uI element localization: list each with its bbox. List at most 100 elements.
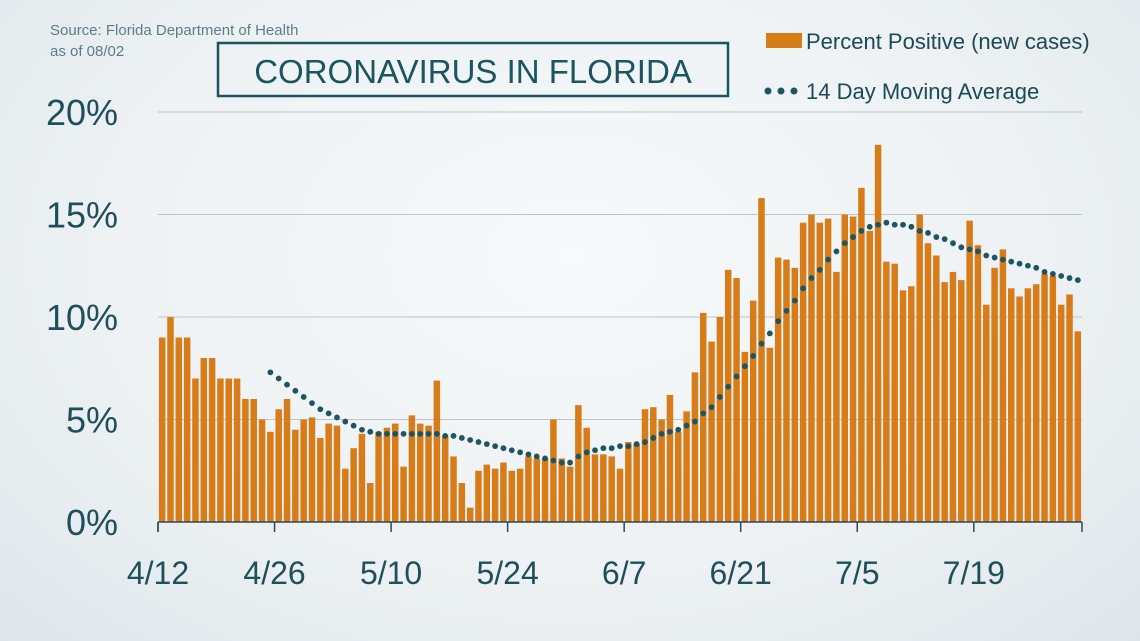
bars <box>158 144 1082 523</box>
x-tick-label-5: 6/21 <box>710 555 772 591</box>
bar-40 <box>491 468 499 522</box>
avg-point-65 <box>808 275 815 281</box>
legend-label-moving-average: 14 Day Moving Average <box>806 79 1039 104</box>
x-tick-label-6: 7/5 <box>835 555 879 591</box>
avg-point-27 <box>492 443 499 450</box>
bar-11 <box>250 399 257 522</box>
bar-80 <box>824 218 832 522</box>
avg-point-86 <box>983 252 990 259</box>
avg-point-84 <box>966 246 973 253</box>
bar-55 <box>616 468 624 522</box>
bar-38 <box>475 470 482 522</box>
avg-point-78 <box>916 228 923 234</box>
chart-title: CORONAVIRUS IN FLORIDA <box>254 53 692 90</box>
avg-point-7 <box>325 410 332 417</box>
avg-point-53 <box>708 404 715 411</box>
bar-29 <box>400 466 407 522</box>
avg-point-75 <box>891 221 898 228</box>
bar-100 <box>991 267 998 522</box>
bar-45 <box>533 458 541 522</box>
avg-point-54 <box>716 394 723 400</box>
avg-point-74 <box>883 219 890 226</box>
bar-32 <box>425 425 432 522</box>
bar-3 <box>183 337 191 522</box>
avg-point-8 <box>334 414 340 421</box>
bar-39 <box>483 464 491 522</box>
bar-85 <box>866 230 873 522</box>
bar-30 <box>408 415 416 522</box>
bar-51 <box>583 427 590 522</box>
avg-point-28 <box>500 445 507 452</box>
avg-point-4 <box>300 394 307 400</box>
avg-point-45 <box>642 439 648 445</box>
avg-point-97 <box>1074 277 1081 283</box>
bar-34 <box>441 435 449 522</box>
bar-65 <box>699 312 707 522</box>
avg-point-12 <box>367 428 374 435</box>
bar-25 <box>367 483 374 522</box>
avg-point-3 <box>292 387 299 394</box>
avg-point-37 <box>575 453 582 460</box>
avg-point-90 <box>1016 260 1023 267</box>
source-line-1: Source: Florida Department of Health <box>50 22 298 39</box>
avg-point-93 <box>1041 269 1048 275</box>
bar-49 <box>566 466 574 522</box>
x-axis-ticks: 4/12 4/26 5/10 5/24 6/7 6/21 7/5 7/19 <box>127 522 1005 591</box>
avg-point-46 <box>650 435 657 441</box>
bar-64 <box>691 372 699 522</box>
bar-10 <box>242 399 249 522</box>
bar-37 <box>466 507 474 522</box>
bar-102 <box>1007 288 1015 522</box>
bar-63 <box>683 411 690 522</box>
avg-point-79 <box>925 230 931 236</box>
bar-71 <box>749 300 757 522</box>
source-date: as of 08/02 <box>50 43 124 60</box>
bar-18 <box>308 417 316 522</box>
bar-22 <box>342 468 349 522</box>
bar-91 <box>916 214 923 522</box>
bar-20 <box>325 423 332 522</box>
x-tick-label-2: 5/10 <box>360 555 422 591</box>
bar-8 <box>225 378 233 522</box>
avg-point-61 <box>775 318 782 324</box>
bar-76 <box>791 267 799 522</box>
legend-dot-swatch-1 <box>764 87 772 95</box>
avg-point-77 <box>908 223 915 230</box>
avg-point-17 <box>408 430 415 437</box>
bar-58 <box>641 409 649 522</box>
avg-point-82 <box>950 240 956 247</box>
avg-point-92 <box>1033 264 1040 271</box>
bar-27 <box>383 427 391 522</box>
avg-point-58 <box>750 353 757 359</box>
bar-19 <box>317 437 324 522</box>
bar-50 <box>575 405 582 522</box>
avg-point-50 <box>683 422 690 429</box>
bar-9 <box>233 378 241 522</box>
avg-point-80 <box>933 234 940 240</box>
avg-point-72 <box>866 223 873 230</box>
avg-point-68 <box>833 248 840 255</box>
avg-point-66 <box>816 266 823 273</box>
avg-point-87 <box>991 254 998 261</box>
bar-109 <box>1066 294 1073 522</box>
x-tick-label-3: 5/24 <box>476 555 538 591</box>
bar-5 <box>200 358 208 522</box>
avg-point-55 <box>725 383 732 390</box>
avg-point-18 <box>417 430 424 437</box>
y-tick-label-2: 10% <box>46 297 118 338</box>
avg-point-13 <box>375 430 382 437</box>
avg-point-29 <box>508 447 515 454</box>
bar-69 <box>733 278 740 522</box>
avg-point-56 <box>733 373 740 380</box>
avg-point-95 <box>1058 273 1065 279</box>
avg-point-20 <box>433 430 440 437</box>
avg-point-32 <box>533 453 540 460</box>
bar-44 <box>525 456 532 522</box>
bar-110 <box>1074 331 1082 522</box>
bar-41 <box>500 462 507 522</box>
bar-104 <box>1024 288 1032 522</box>
avg-point-24 <box>467 437 474 443</box>
bar-15 <box>283 399 291 522</box>
avg-point-44 <box>633 441 640 447</box>
avg-point-51 <box>692 418 698 425</box>
